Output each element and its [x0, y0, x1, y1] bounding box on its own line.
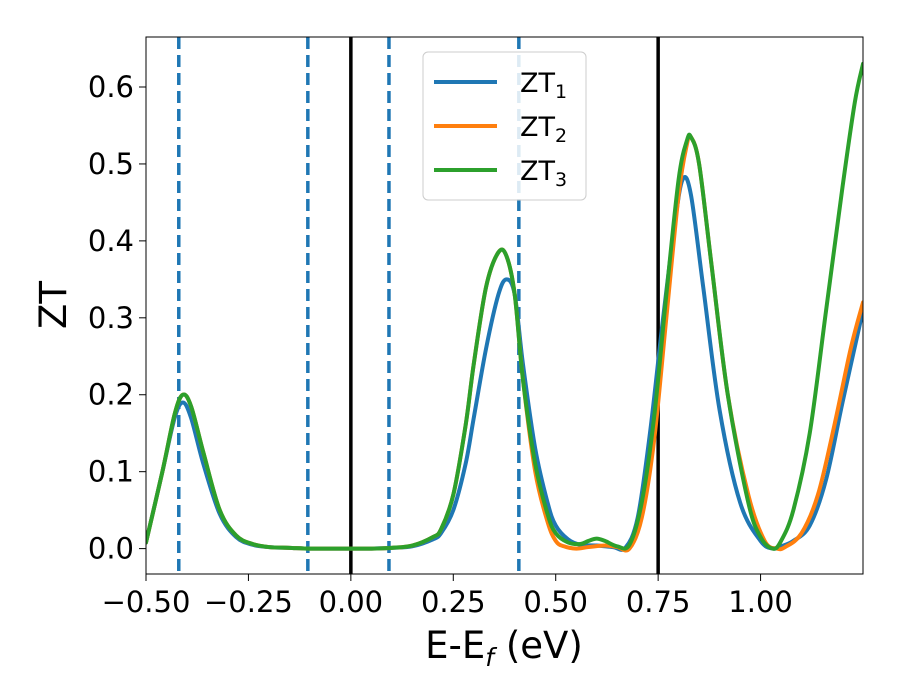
legend: ZT1 ZT2 ZT3 [422, 51, 587, 201]
y-tick-label: 0.3 [88, 301, 134, 335]
x-tick-label: −0.50 [102, 585, 191, 619]
y-tick-label: 0.0 [88, 532, 134, 566]
legend-box [422, 51, 587, 201]
x-tick-label: 1.00 [728, 585, 793, 619]
legend-label-zt2: ZT2 [520, 112, 567, 147]
y-tick-label: 0.1 [88, 455, 134, 489]
plot-frame [145, 36, 864, 575]
x-axis-label-unit: (eV) [494, 624, 583, 667]
legend-label-zt3: ZT3 [520, 156, 567, 191]
x-tick-label: 0.75 [626, 585, 691, 619]
x-tick-label: −0.25 [204, 585, 293, 619]
x-tick-label: 0.50 [523, 585, 588, 619]
y-tick-label: 0.4 [88, 224, 134, 258]
x-axis-label: E-Ef (eV) [425, 624, 583, 672]
y-tick-label: 0.2 [88, 378, 134, 412]
series-line-zt1 [146, 175, 863, 552]
y-tick-label: 0.6 [88, 70, 134, 104]
series-line-zt3 [146, 61, 863, 551]
y-axis-label: ZT [32, 281, 75, 329]
y-tick-label: 0.5 [88, 147, 134, 181]
x-tick-label: 0.00 [319, 585, 384, 619]
x-tick-label: 0.25 [421, 585, 486, 619]
legend-label-zt1: ZT1 [520, 68, 567, 103]
